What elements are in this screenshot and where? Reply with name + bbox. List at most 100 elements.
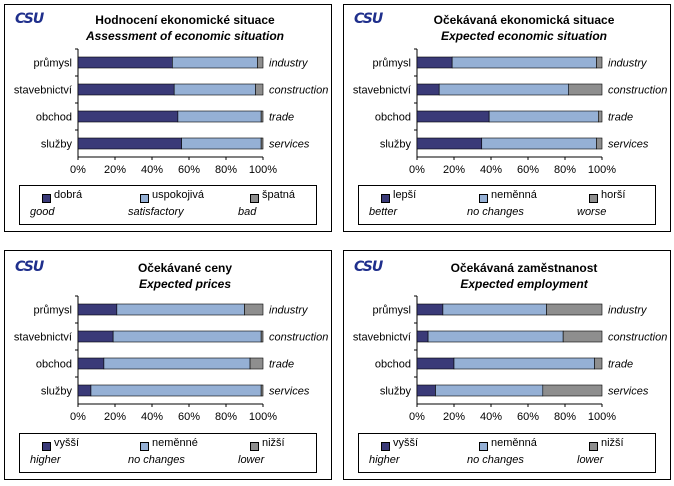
bar-segment (260, 384, 264, 397)
bar-segment (249, 357, 264, 370)
legend-swatch (381, 442, 390, 451)
bar-segment (416, 330, 429, 343)
category-label-en: industry (269, 58, 309, 70)
category-label-en: services (608, 139, 649, 151)
bar-segment (453, 357, 595, 370)
category-label: průmysl (33, 305, 72, 317)
legend-label-en: lower (238, 454, 265, 466)
legend-swatch (381, 194, 390, 203)
x-tick-label: 20% (443, 164, 465, 176)
legend-label: lepší (393, 189, 417, 201)
category-label: stavebnictví (14, 332, 72, 344)
legend-label: neměnná (491, 437, 537, 449)
chart-title: Hodnocení ekonomické situace (95, 13, 275, 27)
legend-label-en: higher (30, 454, 61, 466)
chart-panel-expected-employment: CSU Očekávaná zaměstnanost Expected empl… (343, 250, 671, 480)
legend-label: nižší (601, 437, 624, 449)
x-tick-label: 60% (517, 164, 539, 176)
bar-segment (416, 303, 444, 316)
bar-segment (77, 137, 182, 150)
bar-segment (416, 83, 440, 96)
category-label: služby (380, 386, 412, 398)
legend-label: horší (601, 189, 626, 201)
legend-label-en: better (369, 206, 398, 218)
x-tick-label: 80% (554, 411, 576, 423)
bar-segment (416, 357, 455, 370)
x-tick-label: 0% (409, 164, 425, 176)
x-tick-label: 80% (554, 164, 576, 176)
legend-label-en: worse (577, 206, 607, 218)
x-tick-label: 100% (588, 411, 616, 423)
bar-segment (260, 110, 264, 123)
bar-segment (260, 137, 264, 150)
bar-segment (427, 330, 564, 343)
chart-subtitle: Expected employment (460, 277, 588, 291)
chart-title: Očekávaná zaměstnanost (450, 261, 598, 275)
bar-segment (173, 83, 256, 96)
category-label: obchod (375, 112, 411, 124)
bar-segment (596, 137, 603, 150)
csu-logo: CSU (15, 259, 44, 275)
bar-segment (568, 83, 603, 96)
bar-segment (77, 330, 114, 343)
legend-label: vyšší (393, 437, 419, 449)
legend-label-en: satisfactory (128, 206, 184, 218)
category-label-en: trade (608, 112, 633, 124)
x-tick-label: 20% (443, 411, 465, 423)
legend-label: dobrá (54, 189, 83, 201)
legend-swatch (250, 442, 259, 451)
category-label-en: construction (269, 332, 328, 344)
legend-label: nižší (262, 437, 285, 449)
stacked-bar-chart: 0% 20% 40% 60% 80% 100% průmysl industry stavebn… (14, 48, 328, 176)
bar-segment (416, 56, 453, 69)
bar-segment (77, 384, 92, 397)
legend-swatch (479, 442, 488, 451)
legend-label-en: bad (238, 206, 257, 218)
x-tick-label: 80% (215, 411, 237, 423)
x-tick-label: 40% (141, 411, 163, 423)
bar-segment (416, 384, 436, 397)
category-label: průmysl (372, 58, 411, 70)
category-label-en: construction (608, 332, 667, 344)
x-tick-label: 60% (517, 411, 539, 423)
bar-segment (438, 83, 569, 96)
category-label: průmysl (372, 305, 411, 317)
bar-segment (112, 330, 262, 343)
bar-segment (77, 303, 118, 316)
bar-segment (90, 384, 262, 397)
legend-label: uspokojivá (152, 189, 204, 201)
legend-label-en: no changes (467, 206, 524, 218)
bar-segment (416, 110, 490, 123)
x-tick-label: 0% (409, 411, 425, 423)
category-label-en: trade (269, 112, 294, 124)
legend-swatch (140, 194, 149, 203)
legend-swatch (250, 194, 259, 203)
legend-label: neměnné (152, 437, 198, 449)
x-tick-label: 60% (178, 411, 200, 423)
csu-logo: CSU (15, 11, 44, 27)
category-label-en: construction (608, 85, 667, 97)
category-label-en: industry (608, 305, 648, 317)
stacked-bar-chart: 0% 20% 40% 60% 80% 100% průmysl industry stavebn… (353, 295, 667, 423)
bar-segment (488, 110, 599, 123)
bar-segment (181, 137, 262, 150)
category-label: obchod (36, 112, 72, 124)
legend-swatch (589, 194, 598, 203)
category-label: stavebnictví (353, 85, 411, 97)
x-tick-label: 100% (249, 164, 277, 176)
category-label: služby (41, 139, 73, 151)
category-label-en: trade (269, 359, 294, 371)
legend-label-en: lower (577, 454, 604, 466)
chart-title: Očekávané ceny (137, 261, 233, 275)
x-tick-label: 40% (480, 411, 502, 423)
bar-segment (594, 357, 603, 370)
chart-panel-expected-prices: CSU Očekávané ceny Expected prices 0% 20%… (4, 250, 332, 480)
bar-segment (172, 56, 258, 69)
bar-segment (416, 137, 483, 150)
category-label: obchod (36, 359, 72, 371)
x-tick-label: 100% (249, 411, 277, 423)
bar-segment (260, 330, 264, 343)
bar-segment (77, 56, 173, 69)
bar-segment (103, 357, 251, 370)
category-label-en: services (269, 139, 310, 151)
